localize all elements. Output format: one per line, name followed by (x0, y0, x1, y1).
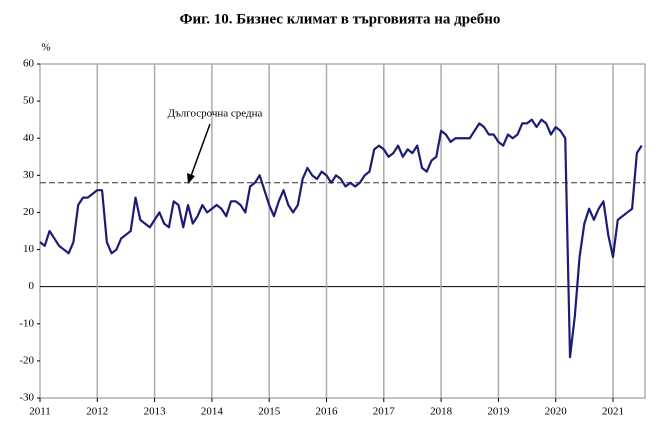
y-unit: % (41, 42, 50, 54)
chart-title: Фиг. 10. Бизнес климат в търговията на д… (180, 11, 501, 27)
x-tick-label: 2018 (430, 406, 453, 418)
x-tick-label: 2017 (373, 406, 396, 418)
y-tick-label: 20 (23, 206, 35, 218)
x-tick-label: 2019 (487, 406, 510, 418)
x-tick-label: 2013 (144, 406, 167, 418)
y-tick-label: 0 (29, 280, 35, 292)
average-label: Дългосрочна средна (168, 108, 263, 120)
y-tick-label: -10 (19, 317, 34, 329)
x-tick-label: 2012 (86, 406, 108, 418)
series-line (39, 118, 643, 359)
arrowhead (187, 173, 195, 184)
x-tick-label: 2020 (545, 406, 568, 418)
y-tick-label: 40 (23, 132, 35, 144)
y-tick-label: -20 (19, 354, 34, 366)
x-tick-label: 2016 (316, 406, 339, 418)
x-tick-label: 2015 (258, 406, 281, 418)
x-tick-label: 2011 (29, 406, 51, 418)
y-tick-label: 10 (23, 243, 35, 255)
y-tick-label: 60 (23, 58, 35, 70)
y-tick-label: 30 (23, 169, 35, 181)
x-tick-label: 2021 (602, 406, 624, 418)
y-tick-label: 50 (23, 95, 35, 107)
x-tick-label: 2014 (201, 406, 224, 418)
annotation-arrow (190, 123, 211, 177)
plot-frame (39, 63, 646, 399)
y-tick-label: -30 (19, 392, 34, 404)
